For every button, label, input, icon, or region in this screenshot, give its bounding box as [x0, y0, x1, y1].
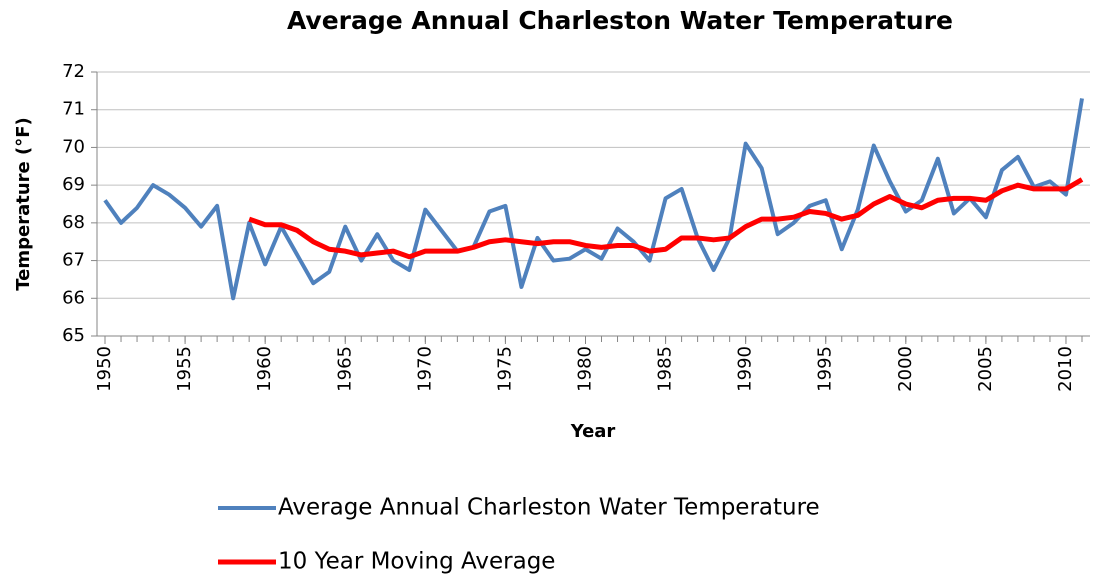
x-tick-label: 1975: [494, 346, 515, 392]
x-axis-label: Year: [570, 421, 616, 442]
y-tick-label: 72: [62, 61, 85, 82]
legend-label: Average Annual Charleston Water Temperat…: [278, 495, 820, 521]
y-tick-label: 65: [62, 325, 85, 346]
x-tick-label: 1965: [334, 346, 355, 392]
x-tick-label: 1990: [735, 346, 756, 392]
y-tick-label: 67: [62, 250, 85, 271]
y-tick-label: 71: [62, 99, 85, 120]
series-line: [103, 98, 1084, 301]
x-tick-label: 1960: [254, 346, 275, 392]
y-tick-label: 68: [62, 212, 85, 233]
legend-label: 10 Year Moving Average: [278, 549, 555, 575]
x-tick-label: 1995: [815, 346, 836, 392]
chart-title: Average Annual Charleston Water Temperat…: [287, 6, 953, 35]
x-tick-label: 2005: [975, 346, 996, 392]
x-tick-label: 2010: [1055, 346, 1076, 392]
x-tick-label: 1955: [174, 346, 195, 392]
x-tick-label: 1950: [94, 346, 115, 392]
x-tick-label: 1970: [414, 346, 435, 392]
y-tick-label: 70: [62, 136, 85, 157]
series-line: [248, 177, 1084, 260]
x-tick-label: 2000: [895, 346, 916, 392]
y-axis-label: Temperature (°F): [13, 117, 34, 291]
y-tick-label: 69: [62, 174, 85, 195]
x-tick-label: 1980: [574, 346, 595, 392]
y-tick-label: 66: [62, 287, 85, 308]
x-tick-label: 1985: [655, 346, 676, 392]
